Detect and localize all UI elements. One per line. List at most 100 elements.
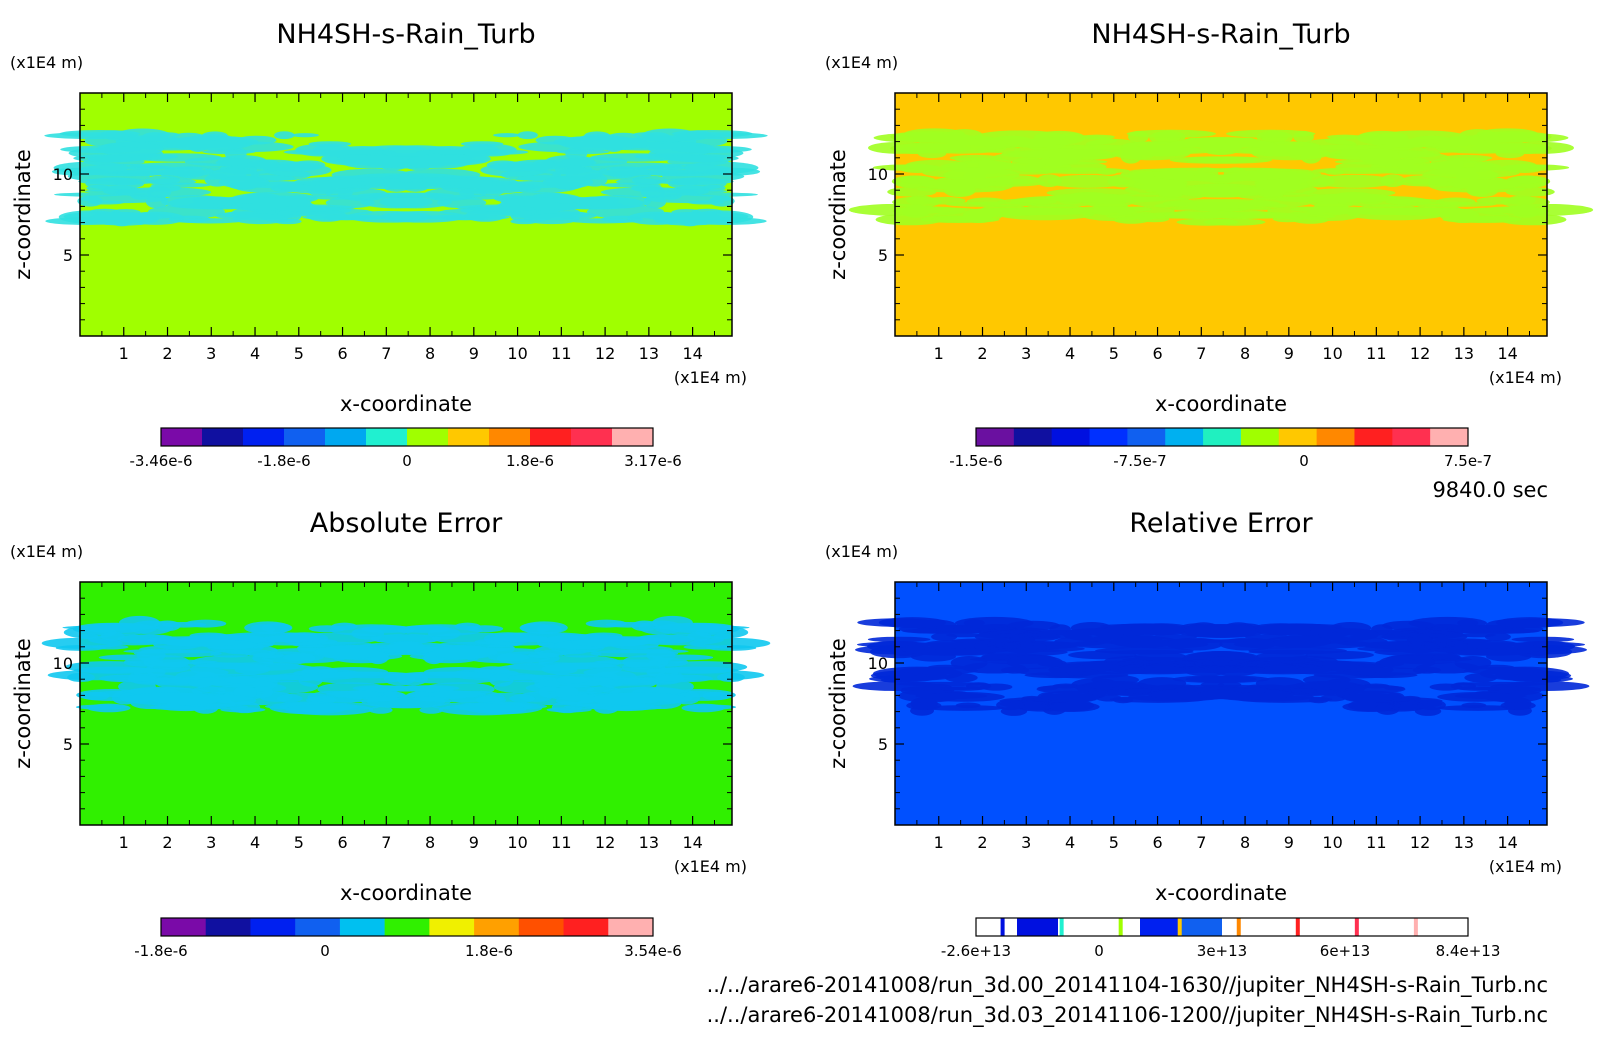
pattern-blob bbox=[899, 175, 931, 184]
pattern-blob bbox=[1006, 655, 1063, 670]
colorbar-tick-label: 0 bbox=[1299, 452, 1309, 470]
x-tick-label: 7 bbox=[381, 833, 391, 852]
pattern-blob bbox=[257, 159, 280, 170]
pattern-blob bbox=[899, 666, 979, 675]
pattern-blob bbox=[59, 129, 140, 138]
pattern-blob bbox=[1047, 174, 1129, 188]
pattern-blob bbox=[60, 145, 142, 154]
pattern-blob bbox=[585, 194, 651, 209]
pattern-blob bbox=[687, 631, 712, 641]
pattern-blob bbox=[1217, 681, 1242, 688]
pattern-blob bbox=[1429, 157, 1464, 172]
chart-title: Relative Error bbox=[1129, 508, 1313, 539]
pattern-blob bbox=[218, 176, 270, 189]
pattern-blob bbox=[73, 666, 159, 674]
colorbar-swatch bbox=[1203, 428, 1242, 446]
pattern-blob bbox=[1461, 628, 1540, 634]
pattern-blob bbox=[1183, 156, 1273, 164]
colorbar-swatch bbox=[407, 428, 449, 446]
pattern-blob bbox=[209, 679, 275, 688]
pattern-blob bbox=[427, 690, 486, 698]
pattern-blob bbox=[920, 179, 994, 190]
pattern-blob bbox=[397, 624, 483, 637]
pattern-blob bbox=[542, 176, 594, 189]
pattern-blob bbox=[1400, 632, 1447, 639]
pattern-blob bbox=[605, 621, 651, 628]
colorbar-frame bbox=[975, 427, 1469, 447]
pattern-blob bbox=[1244, 660, 1325, 665]
pattern-blob bbox=[136, 649, 166, 662]
pattern-blob bbox=[314, 645, 382, 660]
pattern-blob bbox=[1505, 187, 1555, 197]
pattern-blob bbox=[220, 707, 266, 713]
x-tick-label: 10 bbox=[1322, 344, 1342, 363]
x-tick-label: 2 bbox=[162, 344, 172, 363]
pattern-blob bbox=[1255, 178, 1309, 192]
file-path-2: ../../arare6-20141008/run_3d.03_20141106… bbox=[707, 1003, 1548, 1028]
plot-frame bbox=[79, 581, 733, 826]
pattern-blob bbox=[91, 644, 129, 650]
colorbar-swatch bbox=[1140, 918, 1182, 936]
pattern-blob bbox=[88, 212, 159, 226]
colorbar-swatch bbox=[448, 428, 490, 446]
x-tick-label: 14 bbox=[682, 833, 702, 852]
x-tick-label: 3 bbox=[206, 344, 216, 363]
pattern-blob bbox=[312, 143, 354, 157]
colorbar-swatch bbox=[1263, 918, 1305, 936]
x-tick-label: 8 bbox=[1240, 833, 1250, 852]
pattern-blob bbox=[1417, 699, 1446, 711]
colorbar-tick-label: -7.5e-7 bbox=[1113, 452, 1166, 470]
pattern-blob bbox=[1303, 174, 1335, 188]
colorbar-tick-label: -3.46e-6 bbox=[130, 452, 193, 470]
x-tick-label: 3 bbox=[1021, 833, 1031, 852]
pattern-blob bbox=[1511, 636, 1575, 643]
pattern-blob bbox=[78, 633, 99, 640]
pattern-blob bbox=[1176, 624, 1260, 638]
colorbar-swatch bbox=[1386, 918, 1428, 936]
x-unit-label: (x1E4 m) bbox=[674, 368, 747, 387]
colorbar-swatch bbox=[429, 918, 475, 936]
pattern-blob bbox=[1133, 178, 1187, 192]
panel-1: NH4SH-s-Rain_Turb(x1E4 m)1 2 3 4 5 6 7 8 9 10 11 12… bbox=[10, 19, 768, 470]
x-tick-label: 12 bbox=[595, 833, 615, 852]
pattern-blob bbox=[87, 155, 135, 163]
colorbar-tick-label: 3.17e-6 bbox=[624, 452, 682, 470]
pattern-blob bbox=[1163, 210, 1245, 220]
pattern-blob bbox=[1500, 196, 1550, 208]
pattern-blob bbox=[162, 638, 242, 647]
colorbar: -1.8e-6 0 1.8e-6 3.54e-6 bbox=[134, 917, 682, 960]
pattern-blob bbox=[1006, 141, 1057, 148]
pattern-blob bbox=[370, 634, 442, 644]
pattern-blob bbox=[1206, 167, 1293, 173]
colorbar-mark bbox=[1354, 918, 1359, 936]
colorbar-mark bbox=[1000, 918, 1005, 936]
y-tick-label: 5 bbox=[878, 246, 888, 265]
file-path-1: ../../arare6-20141008/run_3d.00_20141104… bbox=[707, 973, 1548, 998]
x-tick-label: 4 bbox=[1065, 344, 1075, 363]
pattern-blob bbox=[1454, 692, 1527, 700]
x-tick-label: 6 bbox=[1152, 344, 1162, 363]
pattern-blob bbox=[892, 196, 942, 208]
x-tick-label: 7 bbox=[381, 344, 391, 363]
chart-title: NH4SH-s-Rain_Turb bbox=[276, 19, 535, 50]
colorbar-frame bbox=[160, 917, 654, 937]
y-axis-label: z-coordinate bbox=[11, 638, 35, 769]
x-tick-label: 1 bbox=[934, 344, 944, 363]
pattern-blob bbox=[677, 155, 725, 163]
colorbar-swatch bbox=[161, 428, 203, 446]
pattern-blob bbox=[306, 209, 348, 222]
pattern-blob bbox=[430, 645, 498, 660]
pattern-blob bbox=[480, 163, 548, 177]
colorbar-tick-label: 7.5e-7 bbox=[1444, 452, 1492, 470]
x-tick-label: 9 bbox=[469, 344, 479, 363]
x-tick-label: 6 bbox=[337, 833, 347, 852]
pattern-blob bbox=[119, 615, 160, 630]
colorbar-swatch bbox=[530, 428, 572, 446]
pattern-blob bbox=[210, 136, 244, 142]
pattern-blob bbox=[1405, 201, 1497, 207]
pattern-blob bbox=[1477, 206, 1550, 216]
x-tick-label: 12 bbox=[595, 344, 615, 363]
pattern-blob bbox=[1001, 641, 1047, 654]
x-tick-label: 6 bbox=[337, 344, 347, 363]
x-tick-label: 6 bbox=[1152, 833, 1162, 852]
